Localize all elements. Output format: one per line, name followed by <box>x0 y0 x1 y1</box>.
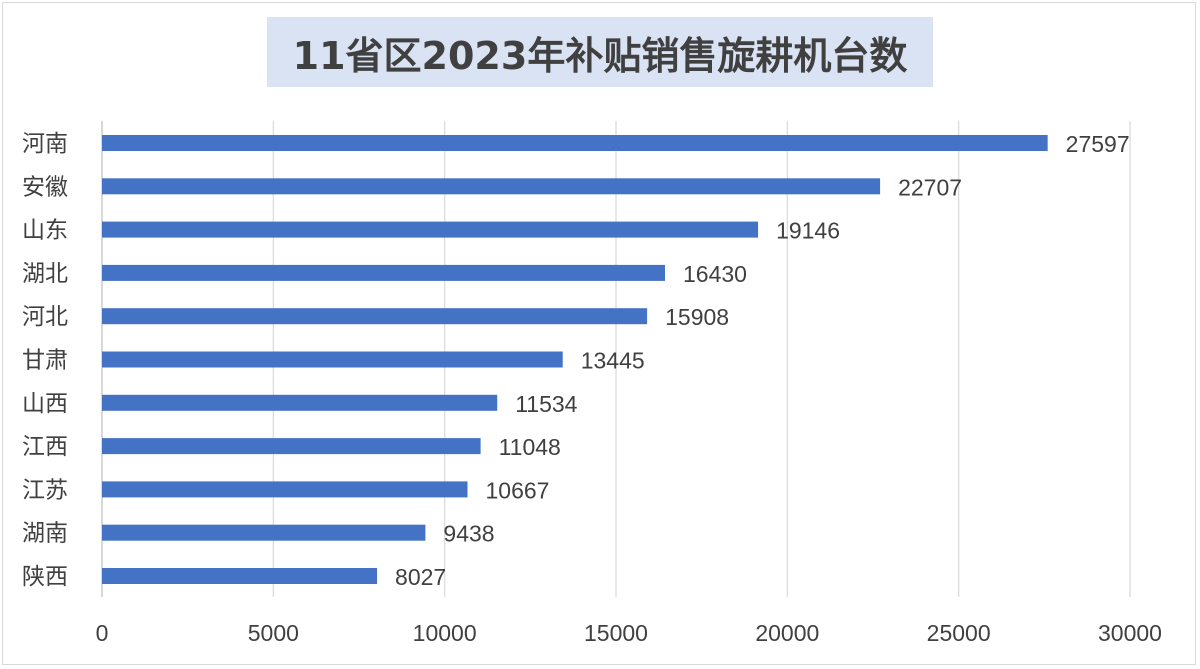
data-label: 11048 <box>499 434 561 460</box>
bar <box>102 438 481 455</box>
data-label: 10667 <box>486 477 550 503</box>
x-tick-label: 0 <box>96 620 109 646</box>
data-label: 9438 <box>443 521 494 547</box>
category-label: 山东 <box>22 218 68 244</box>
category-label: 湖北 <box>22 261 68 287</box>
category-label: 江西 <box>22 434 68 460</box>
x-tick-label: 20000 <box>755 620 819 646</box>
bar <box>102 178 881 195</box>
data-label: 11534 <box>515 391 577 417</box>
bar <box>102 568 378 584</box>
bar <box>102 221 759 238</box>
chart-title: 11省区2023年补贴销售旋耕机台数 <box>292 33 908 78</box>
category-label: 甘肃 <box>22 348 68 374</box>
category-label: 山西 <box>22 391 68 417</box>
data-label: 27597 <box>1066 131 1130 157</box>
bars <box>102 135 1048 584</box>
bar <box>102 524 426 541</box>
category-label: 湖南 <box>22 521 68 547</box>
category-label: 陕西 <box>22 564 68 590</box>
x-tick-label: 10000 <box>413 620 477 646</box>
bar <box>102 394 498 411</box>
chart-title-box: 11省区2023年补贴销售旋耕机台数 <box>267 17 933 87</box>
x-tick-label: 15000 <box>584 620 648 646</box>
data-label: 15908 <box>665 304 729 330</box>
bar <box>102 264 666 281</box>
bar <box>102 351 563 368</box>
x-tick-label: 25000 <box>927 620 991 646</box>
data-label: 22707 <box>898 174 962 200</box>
x-axis-ticks: 0 5000 10000 15000 20000 25000 30000 <box>96 620 1162 646</box>
category-label: 江苏 <box>22 477 68 503</box>
data-label: 19146 <box>776 218 840 244</box>
x-tick-label: 30000 <box>1098 620 1162 646</box>
bar <box>102 135 1048 151</box>
data-label: 13445 <box>581 348 645 374</box>
data-label: 8027 <box>395 564 446 590</box>
category-label: 河南 <box>22 131 68 157</box>
category-label: 河北 <box>22 304 68 330</box>
bar <box>102 308 648 325</box>
data-label: 16430 <box>683 261 747 287</box>
bar <box>102 481 468 498</box>
category-label: 安徽 <box>22 174 68 200</box>
x-tick-label: 5000 <box>248 620 299 646</box>
